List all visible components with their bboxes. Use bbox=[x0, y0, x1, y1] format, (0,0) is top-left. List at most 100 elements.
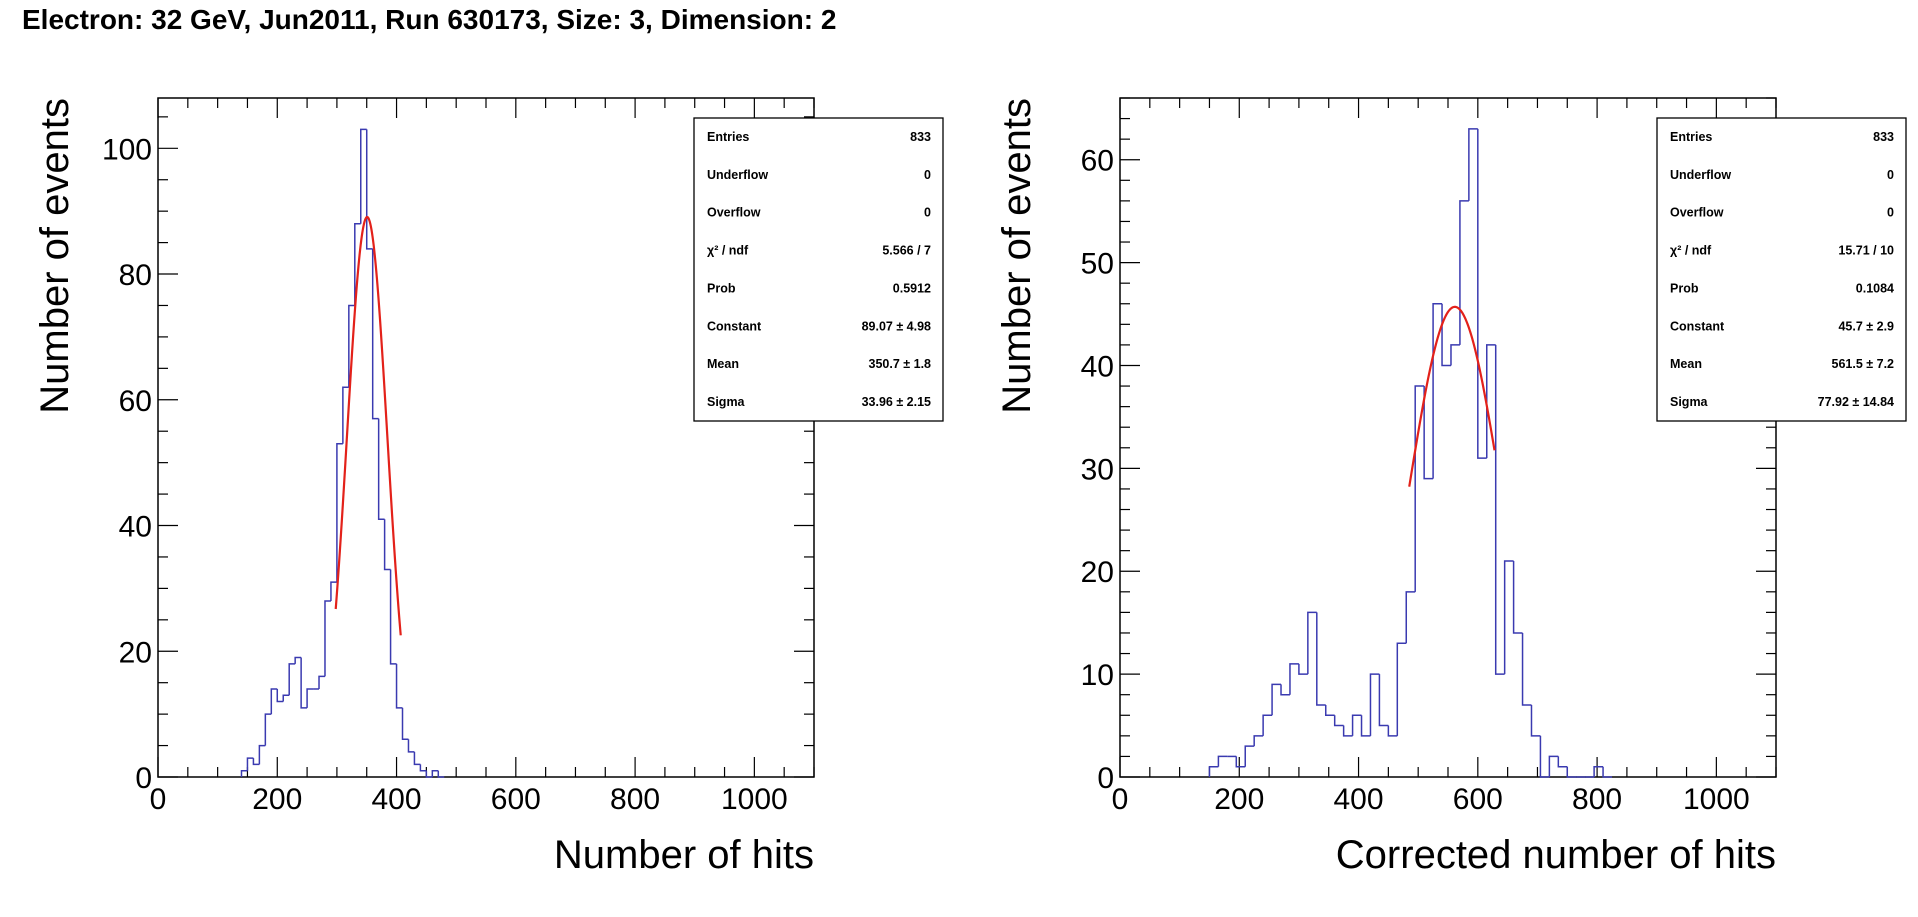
histogram-bin bbox=[389, 569, 397, 665]
gaussian-fit-curve bbox=[1408, 305, 1496, 487]
x-tick-label: 400 bbox=[1334, 783, 1384, 816]
histogram-bin bbox=[1333, 715, 1344, 727]
stats-label: Entries bbox=[1670, 130, 1712, 144]
histogram-bin bbox=[282, 694, 290, 702]
histogram-bin bbox=[342, 386, 349, 444]
histogram-bin bbox=[1494, 344, 1505, 675]
stats-label: Mean bbox=[1670, 357, 1702, 371]
stats-value: 561.5 ± 7.2 bbox=[1832, 357, 1895, 371]
stats-label: Underflow bbox=[1670, 168, 1731, 182]
histogram-bin bbox=[371, 248, 379, 420]
y-tick-label: 20 bbox=[1081, 556, 1114, 589]
histogram-bin bbox=[270, 688, 278, 715]
x-axis-title: Corrected number of hits bbox=[1336, 833, 1776, 877]
stats-label: Prob bbox=[707, 281, 736, 295]
histogram-bin bbox=[252, 758, 260, 766]
stats-label: Prob bbox=[1670, 281, 1699, 295]
y-tick-label: 60 bbox=[1081, 145, 1114, 178]
histogram-bin bbox=[1387, 725, 1398, 737]
histogram-bin bbox=[1557, 756, 1568, 768]
stats-value: 833 bbox=[1873, 130, 1894, 144]
stats-value: 0 bbox=[924, 206, 931, 220]
y-tick-label: 100 bbox=[102, 133, 152, 166]
stats-value: 89.07 ± 4.98 bbox=[862, 319, 931, 333]
histogram-bin bbox=[383, 519, 391, 571]
histogram-bin bbox=[1298, 663, 1308, 675]
histogram-bin bbox=[1217, 755, 1228, 767]
histogram-bin bbox=[395, 663, 403, 709]
stats-label: Sigma bbox=[707, 395, 746, 409]
histogram-bin bbox=[1423, 386, 1434, 480]
histogram-bin bbox=[1325, 704, 1335, 717]
stats-label: Entries bbox=[707, 130, 749, 144]
histogram-panel-right: 0 200 400 600 800 1000 0 10 20 30 40 50 60 Corrected … bbox=[995, 97, 1907, 877]
histogram-bin bbox=[294, 656, 302, 664]
stats-label: χ² / ndf bbox=[707, 244, 749, 258]
histogram-bin bbox=[1512, 560, 1523, 634]
x-tick-label: 0 bbox=[1112, 783, 1129, 816]
stats-value: 33.96 ± 2.15 bbox=[862, 395, 931, 409]
x-tick-label: 1000 bbox=[1683, 783, 1750, 816]
stats-box: Entries 833 Underflow 0 Overflow 0 χ² / ndf 15.… bbox=[1656, 117, 1907, 422]
histogram-bin bbox=[377, 418, 385, 520]
histogram-bin bbox=[437, 770, 445, 778]
x-tick-label: 0 bbox=[150, 783, 167, 816]
histogram-bin bbox=[1539, 735, 1550, 778]
stats-label: Constant bbox=[707, 319, 762, 333]
stats-value: 5.566 / 7 bbox=[882, 244, 931, 258]
histogram-bin bbox=[288, 663, 296, 696]
histogram-bin bbox=[1503, 560, 1514, 675]
histogram-bin bbox=[1450, 344, 1460, 366]
histogram-bin bbox=[425, 770, 433, 778]
x-tick-label: 600 bbox=[491, 783, 541, 816]
histogram-bin bbox=[348, 304, 355, 388]
y-tick-label: 60 bbox=[119, 385, 152, 418]
x-tick-label: 600 bbox=[1453, 783, 1503, 816]
y-tick-label: 10 bbox=[1081, 659, 1114, 692]
y-axis-title: Number of events bbox=[33, 98, 77, 414]
stats-label: Mean bbox=[707, 357, 739, 371]
histogram-bin bbox=[1548, 755, 1559, 777]
histogram-bin bbox=[1235, 756, 1246, 768]
stats-box-frame bbox=[693, 117, 944, 422]
histogram-bin bbox=[258, 744, 266, 765]
y-tick-label: 40 bbox=[119, 511, 152, 544]
histogram-bin bbox=[336, 443, 343, 583]
histogram-bin bbox=[306, 688, 314, 708]
histogram-bin bbox=[1253, 735, 1264, 747]
stats-value: 0 bbox=[1887, 168, 1894, 182]
histogram-bin bbox=[300, 657, 308, 709]
histogram-bin bbox=[365, 129, 373, 250]
stats-box: Entries 833 Underflow 0 Overflow 0 χ² / ndf 5.5… bbox=[693, 117, 944, 422]
x-tick-label: 1000 bbox=[721, 783, 788, 816]
y-tick-label: 40 bbox=[1081, 350, 1114, 383]
histogram-bin bbox=[1593, 765, 1604, 777]
stats-value: 833 bbox=[910, 130, 931, 144]
stats-value: 15.71 / 10 bbox=[1838, 244, 1894, 258]
y-tick-label: 50 bbox=[1081, 248, 1114, 281]
histogram-bin bbox=[1477, 128, 1487, 459]
histogram-bin bbox=[240, 769, 248, 777]
x-tick-label: 200 bbox=[252, 783, 302, 816]
x-tick-label: 800 bbox=[610, 783, 660, 816]
histogram-bin bbox=[324, 600, 331, 677]
histogram-bin bbox=[1396, 642, 1407, 736]
histogram-bin bbox=[431, 769, 439, 777]
histogram-bin bbox=[1289, 663, 1299, 695]
stats-label: Constant bbox=[1670, 319, 1725, 333]
stats-label: Underflow bbox=[707, 168, 768, 182]
histogram-bin bbox=[1530, 704, 1541, 737]
x-axis-title: Number of hits bbox=[554, 833, 814, 877]
histogram-bin bbox=[318, 675, 325, 689]
y-tick-label: 20 bbox=[119, 636, 152, 669]
stats-label: Overflow bbox=[707, 206, 761, 220]
histogram-bin bbox=[1378, 674, 1389, 727]
y-tick-label: 30 bbox=[1081, 453, 1114, 486]
histogram-bin bbox=[1351, 714, 1362, 736]
histogram-bin bbox=[276, 688, 284, 703]
x-tick-label: 800 bbox=[1572, 783, 1622, 816]
y-tick-label: 0 bbox=[1097, 762, 1114, 795]
histogram-bin bbox=[407, 739, 415, 753]
y-axis-title: Number of events bbox=[995, 98, 1039, 414]
histogram-bin bbox=[1432, 303, 1443, 479]
